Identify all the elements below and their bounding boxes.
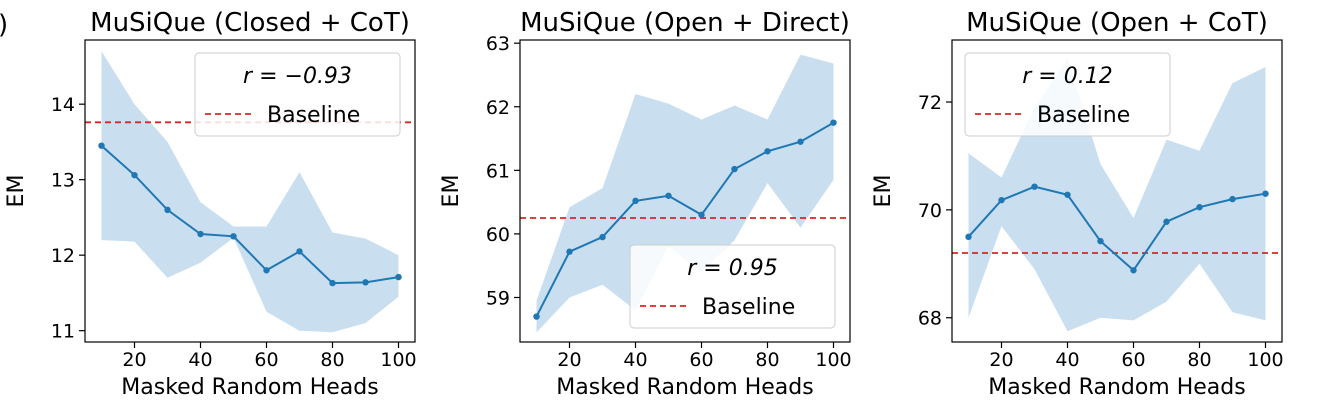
y-tick-label: 63 bbox=[486, 33, 510, 55]
y-tick-label: 13 bbox=[51, 170, 75, 192]
data-point bbox=[731, 165, 738, 173]
x-axis-label: Masked Random Heads bbox=[988, 375, 1245, 400]
x-tick-label: 60 bbox=[254, 349, 278, 371]
data-point bbox=[329, 279, 336, 287]
x-tick-label: 100 bbox=[815, 349, 851, 371]
legend-baseline-label: Baseline bbox=[267, 103, 360, 128]
y-tick-label: 60 bbox=[486, 224, 510, 246]
data-point bbox=[263, 267, 270, 274]
data-point bbox=[566, 248, 573, 255]
x-axis-label: Masked Random Heads bbox=[121, 375, 378, 400]
chart-title: MuSiQue (Closed + CoT) bbox=[90, 8, 410, 38]
legend-baseline-label: Baseline bbox=[1037, 103, 1130, 128]
x-tick-label: 80 bbox=[320, 349, 344, 371]
data-point bbox=[230, 233, 237, 240]
data-point bbox=[1064, 191, 1071, 198]
data-point bbox=[395, 273, 402, 281]
chart-panel-3: 20 40 60 80 100 68 70 72 MuSiQue (Open + CoT) Mas… bbox=[871, 8, 1284, 400]
data-point bbox=[1196, 203, 1203, 211]
x-tick-label: 60 bbox=[689, 349, 713, 371]
data-point bbox=[797, 138, 804, 145]
data-point bbox=[1163, 218, 1170, 225]
y-tick-label: 11 bbox=[51, 321, 75, 343]
confidence-band bbox=[536, 54, 834, 333]
axes-frame bbox=[84, 39, 416, 343]
legend-baseline-label: Baseline bbox=[702, 295, 795, 320]
x-tick-label: 20 bbox=[557, 349, 581, 371]
y-tick-label: 70 bbox=[918, 200, 942, 222]
y-tick-label: 59 bbox=[486, 287, 510, 309]
legend-r-value: r = −0.93 bbox=[243, 64, 352, 89]
x-tick-label: 80 bbox=[1187, 349, 1211, 371]
series-line bbox=[535, 121, 834, 318]
legend-box bbox=[629, 244, 836, 329]
legend-r-value: r = 0.12 bbox=[1022, 64, 1112, 89]
x-tick-label: 40 bbox=[623, 349, 647, 371]
y-axis-label: EM bbox=[4, 175, 29, 208]
data-point bbox=[599, 233, 606, 241]
series-line bbox=[967, 185, 1266, 272]
legend: r = 0.12 Baseline bbox=[964, 52, 1171, 137]
data-point bbox=[1031, 183, 1038, 190]
x-tick-label: 40 bbox=[188, 349, 212, 371]
data-point bbox=[698, 211, 705, 219]
x-axis-label: Masked Random Heads bbox=[556, 375, 813, 400]
data-point bbox=[533, 313, 540, 320]
axes-frame bbox=[519, 39, 851, 343]
y-axis-label: EM bbox=[439, 175, 464, 208]
legend-box bbox=[194, 52, 401, 137]
data-point bbox=[296, 248, 303, 255]
legend-box bbox=[964, 52, 1171, 137]
x-tick-label: 100 bbox=[1247, 349, 1283, 371]
cropped-edge-label: ) bbox=[0, 10, 8, 40]
x-tick-label: 100 bbox=[380, 349, 416, 371]
chart-panel-2: 20 40 60 80 100 59 60 61 62 63 MuSiQue (Open + Dir… bbox=[439, 8, 852, 400]
y-tick-label: 68 bbox=[918, 308, 942, 330]
data-point bbox=[197, 230, 204, 238]
series-line bbox=[100, 144, 399, 285]
data-point bbox=[998, 196, 1005, 204]
y-tick-label: 72 bbox=[918, 92, 942, 114]
y-tick-label: 12 bbox=[51, 245, 75, 267]
y-tick-label: 62 bbox=[486, 97, 510, 119]
data-point bbox=[1262, 190, 1269, 197]
data-point bbox=[1229, 195, 1236, 203]
chart-title: MuSiQue (Open + CoT) bbox=[966, 8, 1268, 38]
x-tick-label: 20 bbox=[989, 349, 1013, 371]
data-point bbox=[131, 171, 138, 179]
chart-title: MuSiQue (Open + Direct) bbox=[520, 8, 850, 38]
data-point bbox=[98, 142, 105, 149]
axes-frame bbox=[951, 39, 1283, 343]
x-tick-label: 80 bbox=[755, 349, 779, 371]
y-tick-label: 61 bbox=[486, 160, 510, 182]
data-point bbox=[164, 206, 171, 214]
y-tick-label: 14 bbox=[51, 94, 75, 116]
data-point bbox=[632, 197, 639, 205]
y-axis-label: EM bbox=[871, 175, 896, 208]
data-point bbox=[965, 233, 972, 241]
x-tick-label: 60 bbox=[1121, 349, 1145, 371]
legend: r = −0.93 Baseline bbox=[194, 52, 401, 137]
data-point bbox=[1097, 237, 1104, 245]
confidence-band bbox=[101, 51, 399, 333]
legend-r-value: r = 0.95 bbox=[687, 256, 777, 281]
data-point bbox=[764, 148, 771, 155]
data-point bbox=[362, 279, 369, 286]
legend: r = 0.95 Baseline bbox=[629, 244, 836, 329]
chart-panel-1: 20 40 60 80 100 11 12 13 14 MuSiQue (Closed + CoT… bbox=[4, 8, 417, 400]
x-tick-label: 40 bbox=[1055, 349, 1079, 371]
data-point bbox=[830, 119, 837, 126]
data-point bbox=[1130, 267, 1137, 274]
x-tick-label: 20 bbox=[122, 349, 146, 371]
data-point bbox=[665, 192, 672, 199]
